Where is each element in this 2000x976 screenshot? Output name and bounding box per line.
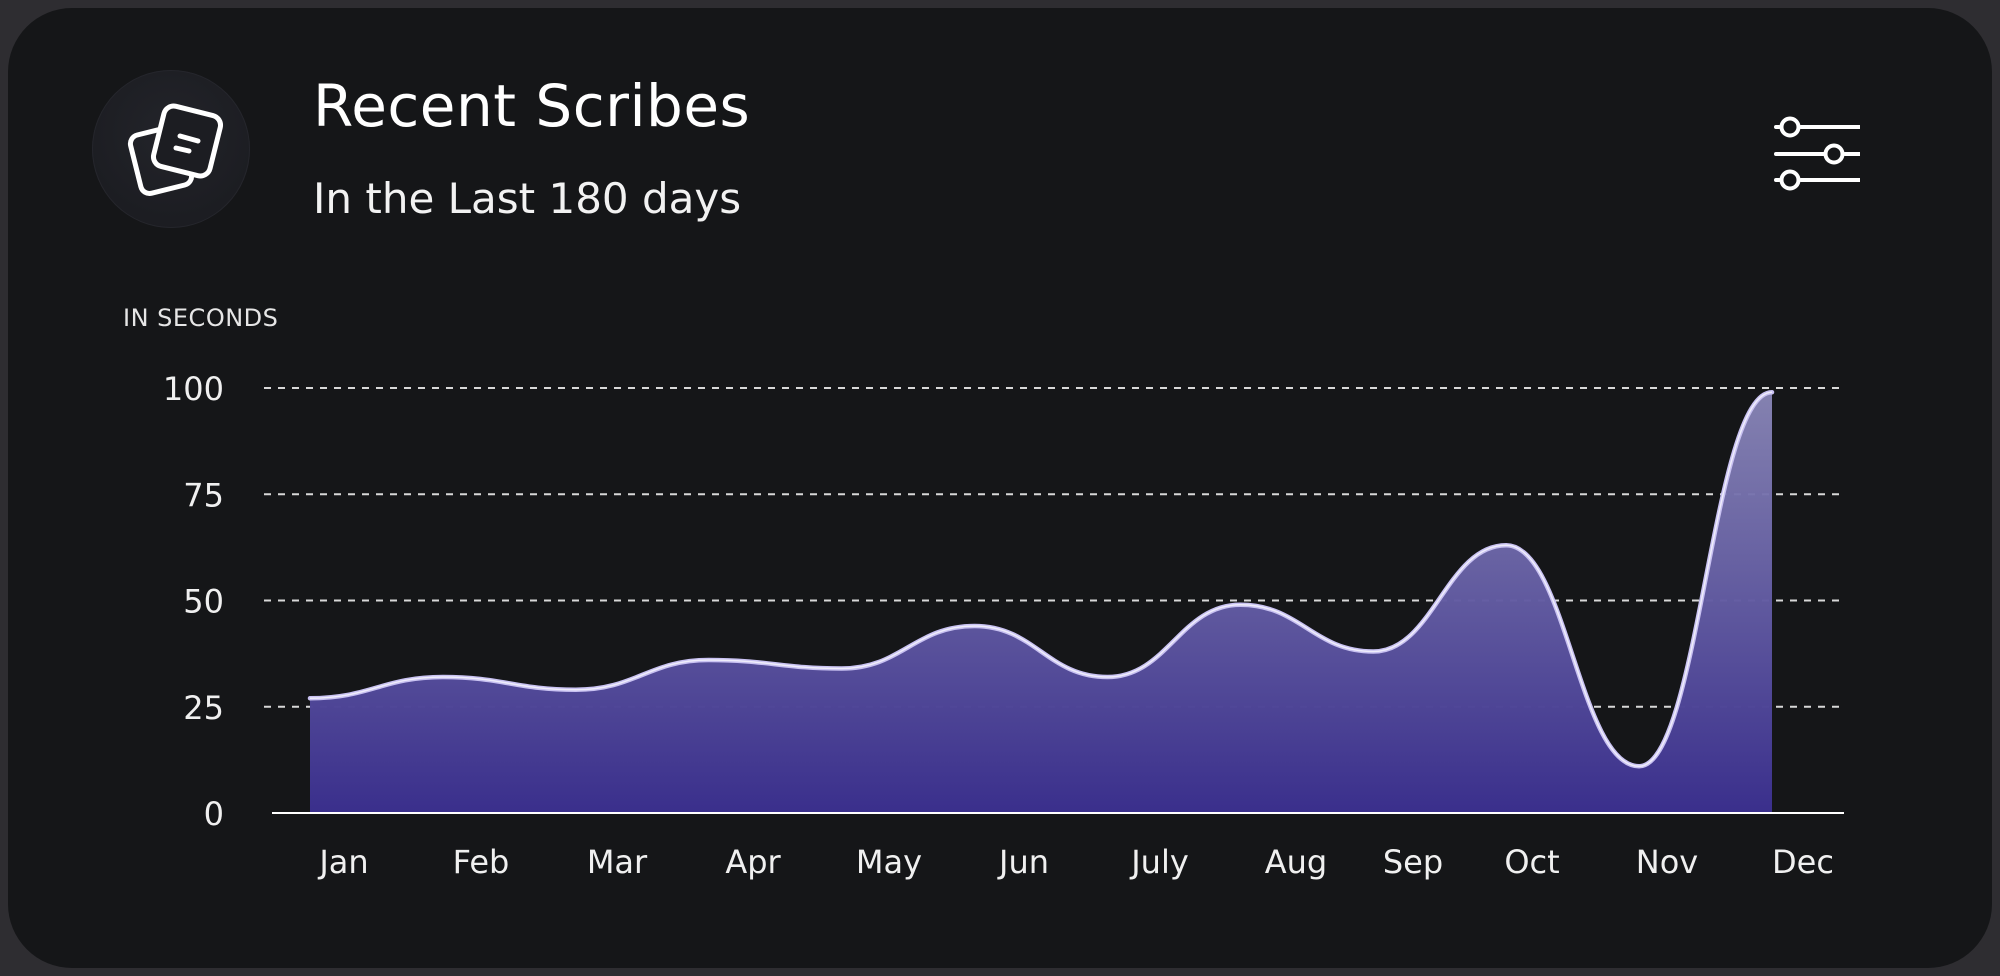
x-tick-label: Aug (1265, 843, 1327, 881)
y-tick-label: 0 (204, 795, 224, 833)
notes-stack-icon (92, 70, 250, 228)
series-line-highlight (309, 391, 1773, 768)
x-tick-label: Apr (725, 843, 781, 881)
area-chart: 0 25 50 75 100 Jan Feb Mar Apr May Jun July Aug Sep Oc… (163, 370, 1844, 881)
x-tick-label: May (856, 843, 922, 881)
sliders-icon[interactable] (1760, 108, 1860, 200)
x-tick-label: Feb (453, 843, 510, 881)
x-tick-label: July (1129, 843, 1189, 881)
y-axis-unit-label: IN SECONDS (123, 304, 279, 332)
x-tick-label: Jan (317, 843, 368, 881)
x-tick-label: Sep (1383, 843, 1443, 881)
y-tick-label: 100 (163, 370, 224, 408)
y-tick-label: 50 (183, 583, 224, 621)
series-area-fill (310, 392, 1772, 813)
x-tick-label: Dec (1772, 843, 1834, 881)
x-tick-label: Oct (1504, 843, 1559, 881)
x-tick-label: Nov (1636, 843, 1698, 881)
recent-scribes-card: Recent Scribes In the Last 180 days IN S… (8, 8, 1992, 968)
y-tick-label: 75 (183, 476, 224, 514)
page-subtitle: In the Last 180 days (313, 174, 742, 223)
x-tick-label: Jun (997, 843, 1049, 881)
x-tick-label: Mar (587, 843, 648, 881)
page-title: Recent Scribes (313, 72, 751, 140)
y-tick-label: 25 (183, 689, 224, 727)
